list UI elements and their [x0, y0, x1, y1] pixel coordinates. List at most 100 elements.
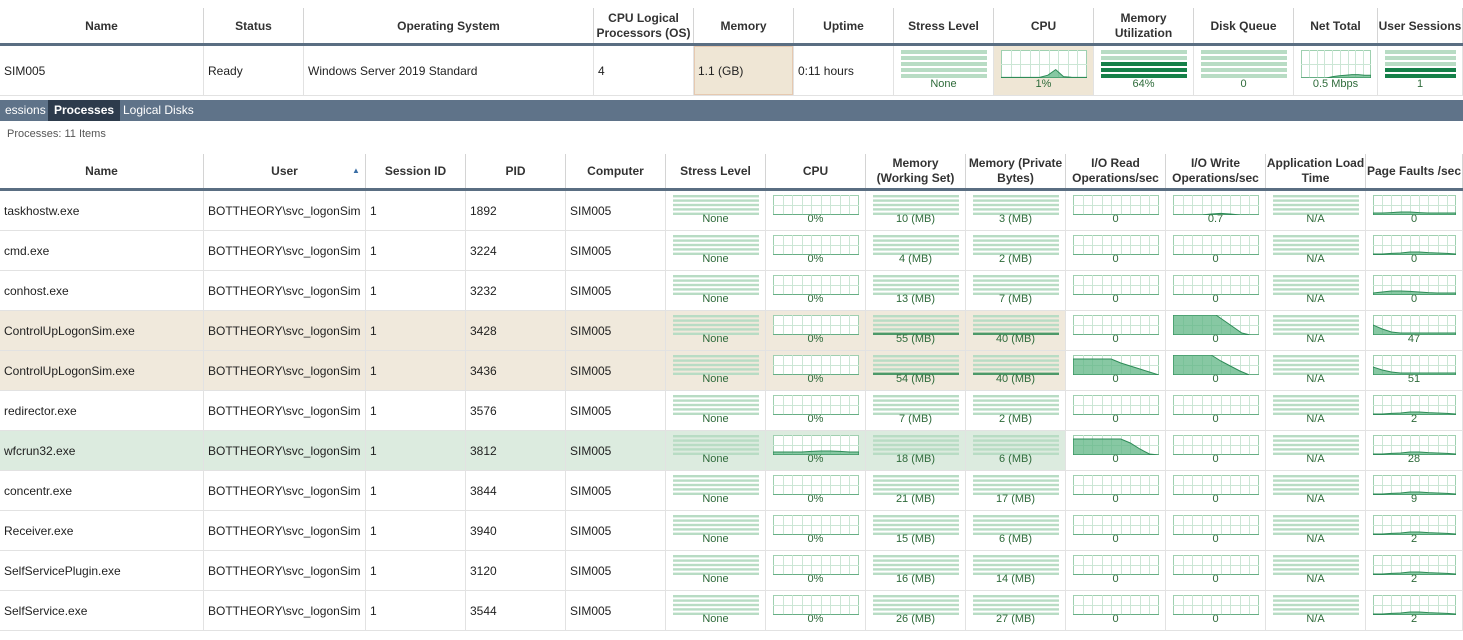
process-private-bytes-graph: [973, 515, 1059, 535]
process-io-read-graph: [1073, 355, 1159, 375]
process-header-10[interactable]: I/O Write Operations/sec: [1166, 154, 1266, 188]
process-session-cell: 1: [366, 471, 466, 511]
summary-header-11[interactable]: User Sessions: [1378, 8, 1463, 44]
process-app-load-time: N/A: [1266, 391, 1366, 431]
process-io-read: 0: [1066, 471, 1166, 511]
process-working-set-graph: [873, 475, 959, 495]
summary-header-line: [0, 43, 1463, 46]
process-header-1[interactable]: User: [204, 154, 366, 188]
summary-header-6[interactable]: Stress Level: [894, 8, 994, 44]
process-app-load-time-value: N/A: [1306, 613, 1325, 625]
process-cpu: 0%: [766, 431, 866, 471]
process-session-cell: 1: [366, 551, 466, 591]
summary-header-9[interactable]: Disk Queue: [1194, 8, 1294, 44]
process-working-set-value: 18 (MB): [895, 453, 936, 465]
sort-ascending-icon[interactable]: ▲: [352, 166, 360, 175]
process-working-set-graph: [873, 235, 959, 255]
process-stress: None: [666, 351, 766, 391]
process-stress: None: [666, 511, 766, 551]
summary-disk-queue-value: 0: [1240, 78, 1247, 90]
process-computer-cell: SIM005: [566, 551, 666, 591]
summary-header-2[interactable]: Operating System: [304, 8, 594, 44]
process-io-read-value: 0: [1112, 453, 1119, 465]
summary-net-total-graph: [1301, 50, 1371, 78]
process-header-9[interactable]: I/O Read Operations/sec: [1066, 154, 1166, 188]
summary-header-8[interactable]: Memory Utilization: [1094, 8, 1194, 44]
process-pid-cell: 3428: [466, 311, 566, 351]
summary-header-7[interactable]: CPU: [994, 8, 1094, 44]
process-private-bytes-value: 27 (MB): [995, 613, 1036, 625]
process-io-write: 0: [1166, 471, 1266, 511]
process-name-cell: ControlUpLogonSim.exe: [0, 311, 204, 351]
process-io-read: 0: [1066, 311, 1166, 351]
summary-stress-graph: [901, 50, 987, 78]
process-header-4[interactable]: Computer: [566, 154, 666, 188]
process-computer-cell: SIM005: [566, 231, 666, 271]
process-io-read-graph: [1073, 475, 1159, 495]
process-header-6[interactable]: CPU: [766, 154, 866, 188]
process-header-5[interactable]: Stress Level: [666, 154, 766, 188]
process-cpu-graph: [773, 355, 859, 375]
process-cpu: 0%: [766, 351, 866, 391]
process-computer-cell: SIM005: [566, 191, 666, 231]
process-stress-value: None: [702, 373, 729, 385]
process-computer-cell: SIM005: [566, 431, 666, 471]
process-working-set: 18 (MB): [866, 431, 966, 471]
process-working-set-graph: [873, 555, 959, 575]
process-header-0[interactable]: Name: [0, 154, 204, 188]
process-cpu: 0%: [766, 311, 866, 351]
process-user-cell: BOTTHEORY\svc_logonSim: [204, 551, 366, 591]
process-app-load-time-value: N/A: [1306, 253, 1325, 265]
process-io-write-value: 0: [1212, 493, 1219, 505]
process-io-read-value: 0: [1112, 293, 1119, 305]
process-page-faults-value: 2: [1410, 533, 1418, 545]
tab-logical-disks[interactable]: Logical Disks: [123, 103, 194, 117]
process-header-7[interactable]: Memory (Working Set): [866, 154, 966, 188]
summary-header-4[interactable]: Memory: [694, 8, 794, 44]
process-pid-cell: 3232: [466, 271, 566, 311]
summary-header-0[interactable]: Name: [0, 8, 204, 44]
process-header-11[interactable]: Application Load Time: [1266, 154, 1366, 188]
tab-bar: essions Processes Logical Disks: [0, 100, 1463, 121]
process-computer-cell: SIM005: [566, 471, 666, 511]
summary-header-1[interactable]: Status: [204, 8, 304, 44]
process-computer-cell: SIM005: [566, 391, 666, 431]
process-page-faults-graph: [1373, 235, 1456, 255]
process-app-load-time-graph: [1273, 275, 1359, 295]
process-working-set-value: 15 (MB): [895, 533, 936, 545]
process-app-load-time: N/A: [1266, 591, 1366, 631]
process-page-faults: 2: [1366, 391, 1463, 431]
process-header-8[interactable]: Memory (Private Bytes): [966, 154, 1066, 188]
process-working-set: 10 (MB): [866, 191, 966, 231]
process-private-bytes: 6 (MB): [966, 511, 1066, 551]
process-header-12[interactable]: Page Faults /sec: [1366, 154, 1463, 188]
summary-cell-memory: 1.1 (GB): [694, 46, 794, 96]
process-working-set: 15 (MB): [866, 511, 966, 551]
process-user-cell: BOTTHEORY\svc_logonSim: [204, 351, 366, 391]
process-user-cell: BOTTHEORY\svc_logonSim: [204, 311, 366, 351]
tab-processes[interactable]: Processes: [48, 100, 121, 121]
process-private-bytes-graph: [973, 395, 1059, 415]
summary-cpu-graph: [1001, 50, 1087, 78]
process-io-read-graph: [1073, 555, 1159, 575]
summary-header-10[interactable]: Net Total: [1294, 8, 1378, 44]
process-session-cell: 1: [366, 311, 466, 351]
summary-user-sessions-value: 1: [1416, 78, 1424, 90]
process-header-2[interactable]: Session ID: [366, 154, 466, 188]
process-private-bytes: 40 (MB): [966, 311, 1066, 351]
process-working-set-graph: [873, 515, 959, 535]
process-private-bytes-value: 40 (MB): [995, 333, 1036, 345]
process-working-set-value: 13 (MB): [895, 293, 936, 305]
summary-header-3[interactable]: CPU Logical Processors (OS): [594, 8, 694, 44]
process-name-cell: redirector.exe: [0, 391, 204, 431]
tab-essions[interactable]: essions: [5, 103, 46, 117]
process-stress-value: None: [702, 533, 729, 545]
summary-header-5[interactable]: Uptime: [794, 8, 894, 44]
process-stress-graph: [673, 555, 759, 575]
process-header-3[interactable]: PID: [466, 154, 566, 188]
summary-cpu: 1%: [994, 46, 1094, 96]
process-io-read: 0: [1066, 231, 1166, 271]
process-page-faults-value: 2: [1410, 613, 1418, 625]
process-io-read-value: 0: [1112, 573, 1119, 585]
process-private-bytes: 14 (MB): [966, 551, 1066, 591]
